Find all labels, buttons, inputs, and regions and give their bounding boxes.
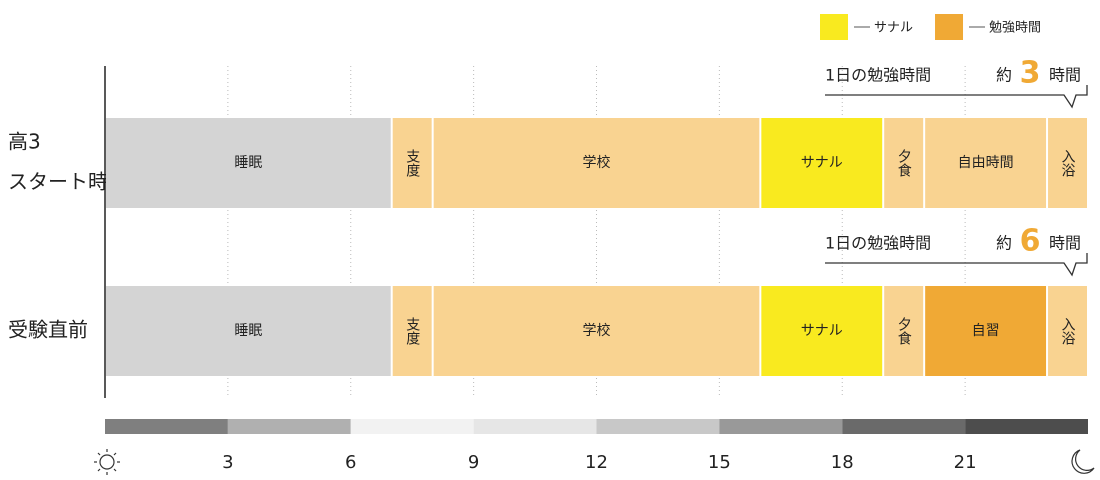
annotation-value: 3 (1020, 56, 1041, 91)
segment-label: 入浴 (1060, 149, 1076, 177)
moon-icon (1071, 449, 1095, 474)
segment (884, 286, 924, 376)
segment (392, 286, 432, 376)
segment-label: サナル (801, 323, 843, 339)
x-tick-label: 6 (345, 452, 356, 473)
annotation-bracket (825, 253, 1088, 277)
legend-label: 勉強時間 (989, 21, 1041, 36)
annotation-value: 6 (1020, 224, 1041, 259)
annotation-text: 1日の勉強時間 (825, 234, 931, 253)
segment (884, 118, 924, 208)
daylight-band (473, 419, 597, 434)
segment (1048, 286, 1087, 376)
segment-label: 入浴 (1060, 317, 1076, 345)
segment (392, 118, 432, 208)
x-tick-label: 21 (954, 452, 977, 473)
row-label: スタート時 (8, 170, 108, 194)
segment-label: 自習 (972, 323, 1000, 339)
legend-swatch (820, 14, 848, 40)
x-tick-label: 12 (585, 452, 608, 473)
annotation-unit: 時間 (1049, 234, 1081, 253)
daylight-band (596, 419, 720, 434)
x-tick-label: 9 (468, 452, 479, 473)
segment-label: 夕食 (896, 317, 912, 345)
segment-label: 支度 (404, 149, 420, 177)
segment (433, 286, 760, 376)
annotation-prefix: 約 (996, 66, 1012, 85)
segment (1048, 118, 1087, 208)
segment (433, 118, 760, 208)
row-label: 受験直前 (8, 318, 88, 342)
segment-label: 学校 (583, 154, 611, 171)
legend-label: サナル (874, 21, 913, 36)
x-tick-label: 18 (831, 452, 854, 473)
annotation-unit: 時間 (1049, 66, 1081, 85)
legend-swatch (935, 14, 964, 40)
segment-label: 学校 (583, 322, 611, 339)
daylight-band (105, 419, 228, 434)
segment (925, 118, 1047, 208)
segment (761, 118, 883, 208)
daylight-band (227, 419, 351, 434)
segment-label: 夕食 (896, 149, 912, 177)
x-tick-label: 3 (222, 452, 233, 473)
segment (106, 286, 391, 376)
segment-label: 睡眠 (234, 323, 262, 339)
row-label: 高3 (8, 130, 41, 154)
segment-label: 自由時間 (958, 155, 1014, 171)
sun-icon (94, 449, 120, 475)
daylight-band (350, 419, 474, 434)
segment (106, 118, 391, 208)
daylight-band (965, 419, 1088, 434)
daylight-band (842, 419, 966, 434)
x-tick-label: 15 (708, 452, 731, 473)
segment-label: 支度 (404, 317, 420, 345)
segment-label: 睡眠 (234, 155, 262, 171)
segment (761, 286, 883, 376)
annotation-prefix: 約 (996, 234, 1012, 253)
annotation-bracket (825, 85, 1088, 109)
daylight-band (719, 419, 843, 434)
segment (925, 286, 1047, 376)
segment-label: サナル (801, 155, 843, 171)
annotation-text: 1日の勉強時間 (825, 66, 931, 85)
